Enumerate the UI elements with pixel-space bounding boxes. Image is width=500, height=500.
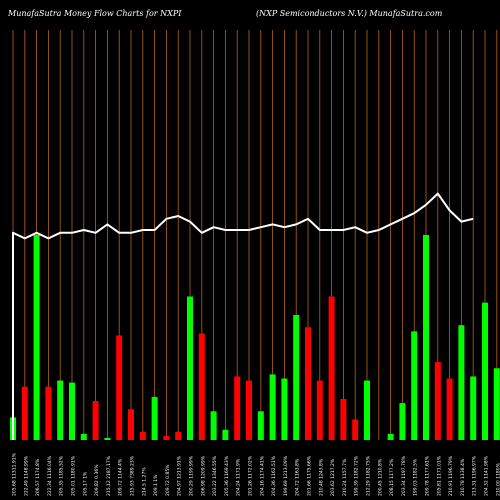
bar: [69, 382, 75, 440]
x-tick-label: 199.03 1182.5%: [413, 458, 419, 496]
bar: [222, 429, 229, 440]
x-tick-label: 214.5 1.27%: [141, 467, 147, 496]
trend-line-group: [12, 192, 474, 440]
bar: [399, 403, 406, 440]
x-tick-label: 213.31 1196.97%: [472, 455, 478, 496]
x-tick-label: 206.57 1174.8%: [35, 458, 41, 496]
bar: [187, 296, 193, 440]
bar: [92, 401, 99, 440]
bar: [493, 368, 500, 440]
x-tick-label: 204.24 1171.9%: [236, 458, 242, 496]
bar: [45, 386, 52, 440]
x-tick-label: 210.00 1180%: [495, 462, 500, 496]
bar: [234, 376, 241, 440]
x-tick-label: 201.26 1172.02%: [248, 455, 254, 496]
bar: [198, 333, 205, 440]
x-tick-label: 203.62 1217.2%: [330, 458, 336, 496]
bar: [163, 435, 170, 440]
x-tick-label: 204.16 1174.41%: [259, 455, 265, 496]
x-tick-label: 205.01 1180.91%: [71, 455, 77, 496]
x-tick-label: 210.78 1138.4%: [460, 458, 466, 496]
bar: [80, 433, 87, 440]
bar: [434, 362, 441, 440]
bar: [139, 431, 146, 440]
bar: [33, 235, 40, 440]
bar: [387, 433, 394, 440]
trend-line: [12, 192, 474, 440]
bar: [446, 378, 453, 440]
bar: [340, 399, 347, 440]
x-tick-label: 199.69 1213.09%: [283, 455, 289, 496]
x-tick-label: 209.1 1%: [153, 474, 159, 496]
bar: [116, 335, 123, 440]
bar: [257, 411, 264, 440]
bar: [246, 380, 252, 440]
x-tick-label: 205.68 11311.91%: [12, 452, 18, 496]
x-tick-label: 205.35 1185.52%: [59, 455, 65, 496]
chart-header-right: (NXP Semiconductors N.V.) MunafaSutra.co…: [256, 9, 443, 18]
bar: [175, 431, 182, 440]
bar: [305, 327, 311, 440]
bar: [293, 314, 300, 440]
x-tick-label: 210.91 1196.79%: [448, 455, 454, 496]
bar: [57, 380, 64, 440]
bar: [21, 386, 28, 440]
chart-header-left: MunafaSutra Money Flow Charts for NXPI: [8, 9, 182, 18]
bar: [269, 374, 276, 440]
x-tick-label: 212.29 1182.75%: [366, 455, 372, 496]
x-tick-label: 201.66 1175.66%: [307, 455, 313, 496]
bar: [328, 296, 335, 440]
x-tick-label: 205.81 1171.01%: [436, 455, 442, 496]
x-tick-label: 208.15 1177.2%: [389, 458, 395, 496]
x-tick-label: 222.34 1116.04%: [47, 455, 53, 496]
x-tick-label: 209.72 0.85%: [165, 464, 171, 496]
grid-lines: [12, 30, 498, 440]
x-tick-label: 205.17 1%: [82, 471, 88, 496]
bar: [210, 411, 217, 440]
bar: [364, 380, 370, 440]
x-tick-label: 215.12 2187.17%: [106, 455, 112, 496]
x-tick-label: 200.29 1199.99%: [189, 455, 195, 496]
bar: [482, 302, 488, 440]
x-tick-label: 204.97 1213.91%: [177, 455, 183, 496]
x-tick-label: 203.34 1197.78%: [401, 455, 407, 496]
x-tick-label: 199.39 1182.72%: [354, 455, 360, 496]
bar: [151, 396, 158, 440]
bars-group: [10, 235, 500, 440]
x-tick-label: 206.98 1209.99%: [200, 455, 206, 496]
x-tick-labels: 205.68 11311.91% 222.49 1148.99% 206.57 11…: [12, 452, 500, 496]
x-tick-label: 204.72 1163.8%: [295, 458, 301, 496]
x-tick-label: 204.36 1162.51%: [271, 455, 277, 496]
x-tick-label: 204.32 1141.98%: [484, 455, 490, 496]
x-tick-label: 215.93 7389.23%: [130, 455, 136, 496]
bar: [104, 437, 111, 440]
bar: [411, 331, 418, 440]
bar: [470, 376, 477, 440]
x-tick-label: 209.78 1177.61%: [425, 455, 431, 496]
x-tick-label: 222.49 1148.99%: [23, 455, 29, 496]
x-tick-label: 205.36 1169.43%: [224, 455, 230, 496]
bar: [281, 378, 288, 440]
x-tick-label: 203.22 1346.55%: [212, 455, 218, 496]
x-tick-label: 210.48 1243.8%: [318, 458, 324, 496]
bar: [128, 409, 134, 440]
bar: [352, 419, 359, 440]
x-tick-label: 209.72 1144.4%: [118, 458, 124, 496]
x-tick-label: 200.45 1210.8%: [377, 458, 383, 496]
bar: [458, 325, 465, 440]
x-tick-label: 209.82 0.36%: [94, 464, 100, 496]
bar: [316, 380, 323, 440]
x-tick-label: 210.24 1157.7%: [342, 458, 348, 496]
bar: [423, 235, 429, 440]
